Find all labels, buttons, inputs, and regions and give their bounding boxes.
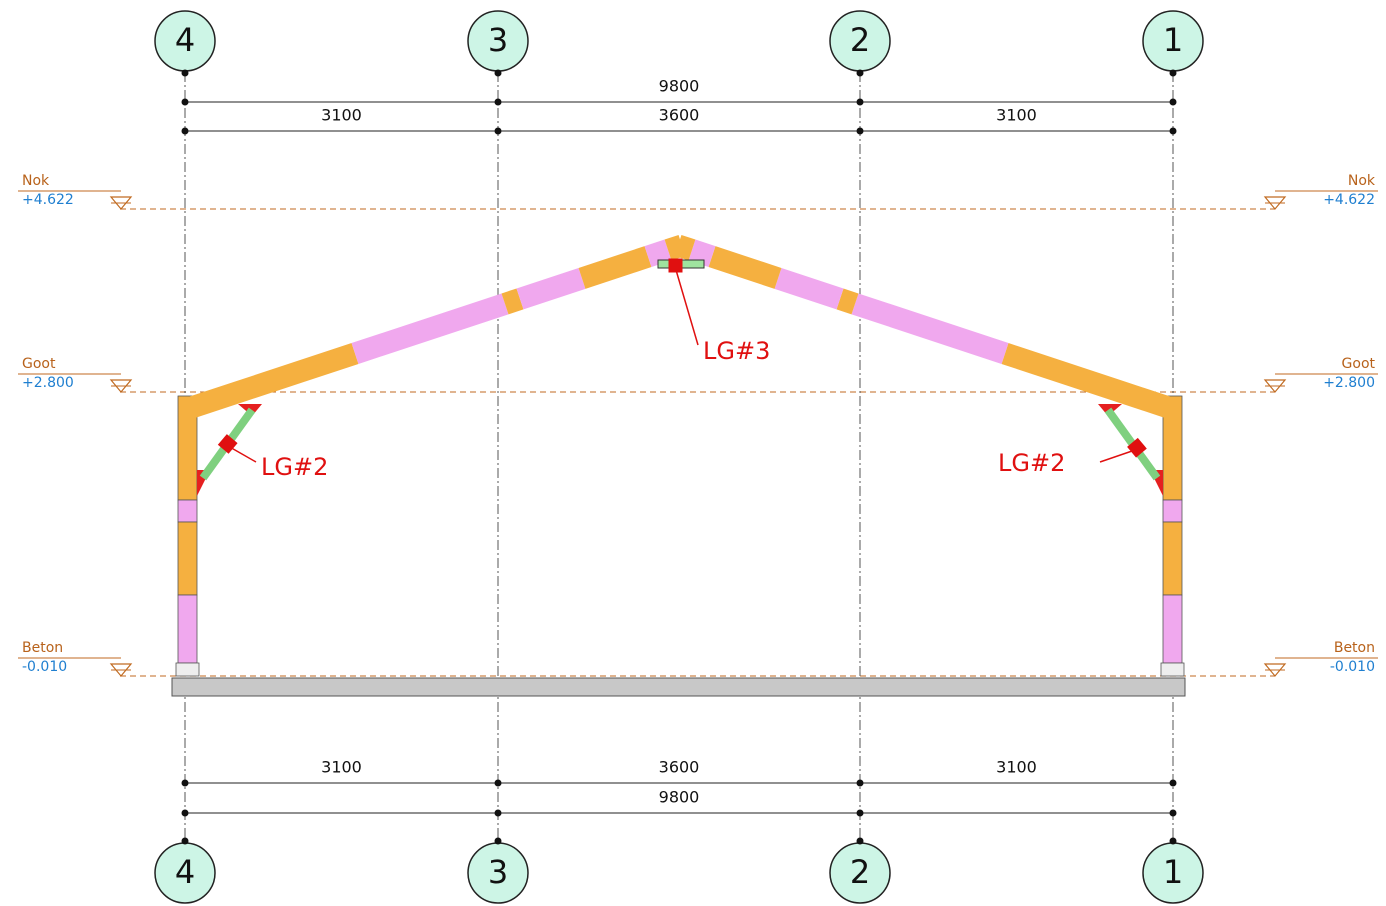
right-column (1161, 396, 1184, 676)
dimension-dot (1170, 99, 1177, 106)
dimension-dot (495, 810, 502, 817)
axis-label: 2 (850, 853, 870, 891)
axis-label: 4 (175, 853, 195, 891)
level-elevation: +2.800 (1323, 375, 1375, 391)
dimension-dot (857, 99, 864, 106)
right-rafter (678, 245, 1170, 408)
lg-label: LG#2 (998, 449, 1065, 477)
bubble-dot (495, 70, 502, 77)
level-name: Nok (1348, 173, 1376, 189)
dimension-text: 3100 (996, 758, 1037, 777)
axis-label: 1 (1163, 21, 1183, 59)
lg-label: LG#2 (261, 453, 328, 481)
concrete-slab (172, 678, 1185, 696)
dimension-dot (495, 128, 502, 135)
bubble-dot (495, 838, 502, 845)
dimension-text: 3600 (659, 106, 700, 125)
dimension-dot (182, 780, 189, 787)
dimension-dot (857, 780, 864, 787)
dimension-text: 3100 (996, 106, 1037, 125)
level-name: Nok (22, 173, 50, 189)
dimension-dot (495, 780, 502, 787)
bubble-dot (1170, 70, 1177, 77)
dimension-dot (1170, 810, 1177, 817)
level-elevation: +2.800 (22, 375, 74, 391)
dimension-dot (1170, 128, 1177, 135)
level-elevation: -0.010 (1330, 659, 1375, 675)
left-column (176, 396, 199, 676)
level-elevation: +4.622 (22, 192, 74, 208)
dimension-text: 9800 (659, 77, 700, 96)
bubble-dot (1170, 838, 1177, 845)
dimension-dot (1170, 780, 1177, 787)
level-elevation: +4.622 (1323, 192, 1375, 208)
dimension-dot (857, 128, 864, 135)
level-name: Beton (1334, 640, 1375, 656)
axis-label: 4 (175, 21, 195, 59)
dimension-dot (182, 810, 189, 817)
axis-label: 2 (850, 21, 870, 59)
dimension-dot (182, 128, 189, 135)
axis-label: 3 (488, 853, 508, 891)
dimension-text: 9800 (659, 788, 700, 807)
bubble-dot (857, 70, 864, 77)
dimension-dot (495, 99, 502, 106)
level-elevation: -0.010 (22, 659, 67, 675)
dimension-text: 3600 (659, 758, 700, 777)
axis-label: 1 (1163, 853, 1183, 891)
left-rafter (190, 245, 682, 408)
dimension-text: 3100 (321, 758, 362, 777)
dimension-dot (182, 99, 189, 106)
dimension-text: 3100 (321, 106, 362, 125)
bubble-dot (182, 70, 189, 77)
bubble-dot (857, 838, 864, 845)
level-name: Goot (22, 356, 56, 372)
lg-label: LG#3 (703, 337, 770, 365)
bubble-dot (182, 838, 189, 845)
dimension-dot (857, 810, 864, 817)
level-name: Beton (22, 640, 63, 656)
level-name: Goot (1342, 356, 1376, 372)
elevation-drawing: LG#2 LG#3 LG#2 4 3 2 1 4 3 2 1 9800 3100 3600 3100 3… (0, 0, 1386, 906)
axis-label: 3 (488, 21, 508, 59)
